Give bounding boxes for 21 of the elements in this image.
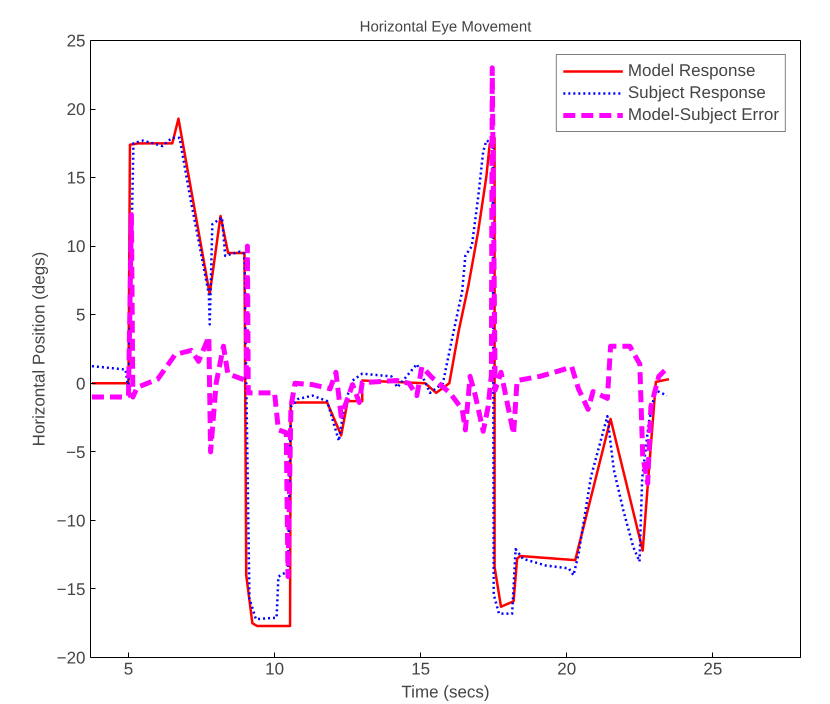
y-tick-label: −10 — [56, 511, 86, 530]
x-tick-label: 25 — [703, 660, 722, 678]
x-tick-label: 10 — [265, 660, 284, 678]
y-tick-label: 20 — [66, 100, 86, 120]
x-tick-label: 15 — [411, 660, 430, 678]
y-tick-label: 25 — [66, 32, 86, 50]
y-tick-label: −15 — [56, 580, 86, 599]
chart-title: Horizontal Eye Movement — [360, 18, 532, 36]
y-tick-label: −5 — [66, 442, 86, 462]
x-tick-label: 20 — [557, 660, 576, 678]
x-axis-title: Time (secs) — [401, 682, 490, 702]
y-tick-label: 10 — [66, 237, 86, 256]
y-axis-title: Horizontal Position (degs) — [30, 252, 49, 446]
x-tick-label: 5 — [124, 660, 134, 678]
y-tick-label: 5 — [76, 306, 86, 325]
legend-label: Model-Subject Error — [628, 105, 779, 125]
legend-label: Model Response — [628, 61, 756, 81]
y-tick-label: 15 — [66, 168, 86, 188]
y-tick-label: −20 — [56, 648, 86, 668]
legend-label: Subject Response — [628, 83, 766, 103]
y-tick-label: 0 — [76, 374, 86, 394]
